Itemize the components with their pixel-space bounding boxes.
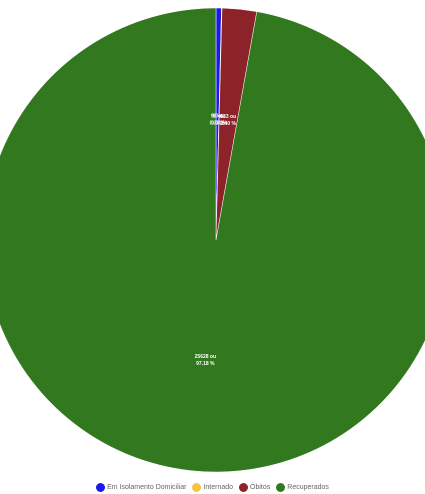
legend-label-internado: Internado <box>203 483 234 491</box>
legend-label-obitos: Óbitos <box>250 483 271 491</box>
pie-slice-recuperados[interactable] <box>0 7 425 473</box>
legend-swatch-internado <box>192 482 202 492</box>
legend-swatch-obitos <box>239 482 249 492</box>
pie-chart: 99 ou0.38 %10 ou0.04 %633 ou2.40 % 25628 … <box>0 7 425 473</box>
slice-percent-label-em-isolamento: 0.38 % <box>210 120 226 126</box>
slice-percent-label-recuperados: 97.18 % <box>196 361 215 367</box>
legend-label-recuperados: Recuperados <box>287 483 329 491</box>
legend-item-recuperados[interactable]: Recuperados <box>276 482 329 492</box>
legend: Em Isolamento Domiciliar Internado Óbito… <box>0 480 425 494</box>
slice-percent-label-internado: 0.04 % <box>211 120 227 126</box>
legend-item-obitos[interactable]: Óbitos <box>239 482 271 492</box>
legend-swatch-recuperados <box>276 482 286 492</box>
slice-value-label-obitos: 633 ou <box>220 114 236 120</box>
legend-item-internado[interactable]: Internado <box>192 482 234 492</box>
slice-percent-label-obitos: 2.40 % <box>220 121 236 127</box>
slice-value-label-em-isolamento: 99 ou <box>211 113 224 119</box>
legend-swatch-em-isolamento <box>96 482 106 492</box>
slice-value-label-internado: 10 ou <box>212 113 225 119</box>
slice-value-label-recuperados: 25628 ou <box>195 354 216 360</box>
legend-label-em-isolamento: Em Isolamento Domiciliar <box>107 483 187 491</box>
legend-item-em-isolamento[interactable]: Em Isolamento Domiciliar <box>96 482 187 492</box>
